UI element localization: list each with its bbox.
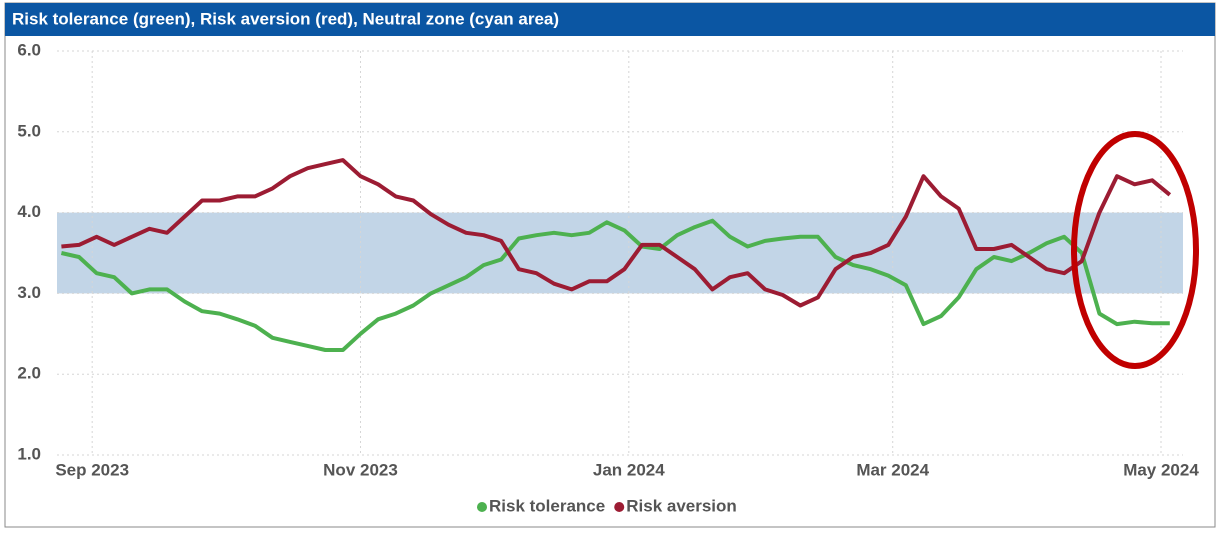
series-line [60,218,1170,352]
legend-marker [614,502,625,512]
y-tick-label: 3.0 [17,283,41,302]
header [5,3,1215,36]
highlight-ellipse [1071,131,1199,369]
x-tick-label: Jan 2024 [593,460,665,479]
chart-title: Risk tolerance (green), Risk aversion (r… [12,9,559,28]
plot-area: 1.0 2.0 3.0 4.0 5.0 6.0 Sep 2023 Nov 2023 Jan 20… [17,40,1199,515]
x-tick-label: Nov 2023 [323,460,398,479]
neutral-band [57,212,1183,294]
y-tick-label: 5.0 [17,121,41,140]
y-tick-label: 2.0 [17,364,41,383]
series-line [61,158,1172,308]
x-tick-label: May 2024 [1123,460,1199,479]
x-tick-label: Sep 2023 [55,460,129,479]
legend-label: Risk tolerance [489,496,605,515]
y-tick-label: 4.0 [17,202,41,221]
legend-label: Risk aversion [626,496,737,515]
x-tick-label: Mar 2024 [856,460,929,479]
y-tick-label: 6.0 [17,40,41,59]
legend-marker [477,502,487,512]
y-tick-label: 1.0 [17,444,41,463]
